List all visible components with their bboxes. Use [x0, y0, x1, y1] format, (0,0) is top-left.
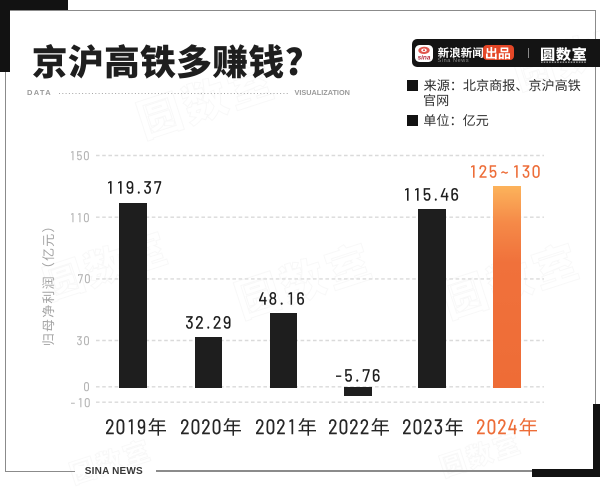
svg-text:sina: sina: [418, 54, 431, 61]
